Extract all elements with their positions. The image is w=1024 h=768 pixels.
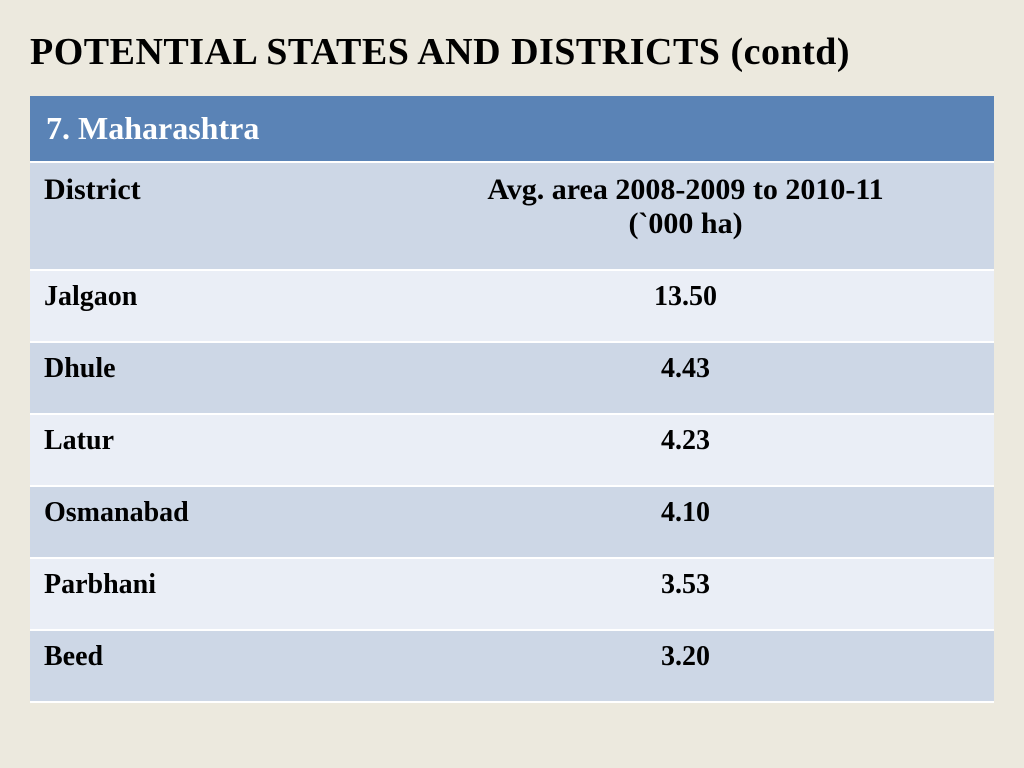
table-row: Beed 3.20 <box>30 631 994 703</box>
state-header-cell: 7. Maharashtra <box>30 96 994 163</box>
title-main: POTENTIAL STATES AND DISTRICTS <box>30 31 730 73</box>
cell-district: Beed <box>30 631 377 703</box>
cell-area: 4.23 <box>377 415 994 487</box>
col-area: Avg. area 2008-2009 to 2010-11 (`000 ha) <box>377 163 994 271</box>
cell-area: 4.10 <box>377 487 994 559</box>
district-table: 7. Maharashtra District Avg. area 2008-2… <box>30 96 994 703</box>
column-header-row: District Avg. area 2008-2009 to 2010-11 … <box>30 163 994 271</box>
cell-area: 4.43 <box>377 343 994 415</box>
cell-district: Osmanabad <box>30 487 377 559</box>
cell-district: Jalgaon <box>30 271 377 343</box>
col-district: District <box>30 163 377 271</box>
table-row: Osmanabad 4.10 <box>30 487 994 559</box>
table-row: Parbhani 3.53 <box>30 559 994 631</box>
col-area-line2: (`000 ha) <box>628 207 742 240</box>
cell-district: Dhule <box>30 343 377 415</box>
state-header-row: 7. Maharashtra <box>30 96 994 163</box>
table-row: Jalgaon 13.50 <box>30 271 994 343</box>
cell-area: 3.20 <box>377 631 994 703</box>
cell-district: Parbhani <box>30 559 377 631</box>
table-row: Dhule 4.43 <box>30 343 994 415</box>
col-area-line1: Avg. area 2008-2009 to 2010-11 <box>487 173 883 206</box>
cell-district: Latur <box>30 415 377 487</box>
cell-area: 3.53 <box>377 559 994 631</box>
cell-area: 13.50 <box>377 271 994 343</box>
table-row: Latur 4.23 <box>30 415 994 487</box>
title-contd: (contd) <box>730 31 850 73</box>
page-title: POTENTIAL STATES AND DISTRICTS (contd) <box>30 30 994 74</box>
